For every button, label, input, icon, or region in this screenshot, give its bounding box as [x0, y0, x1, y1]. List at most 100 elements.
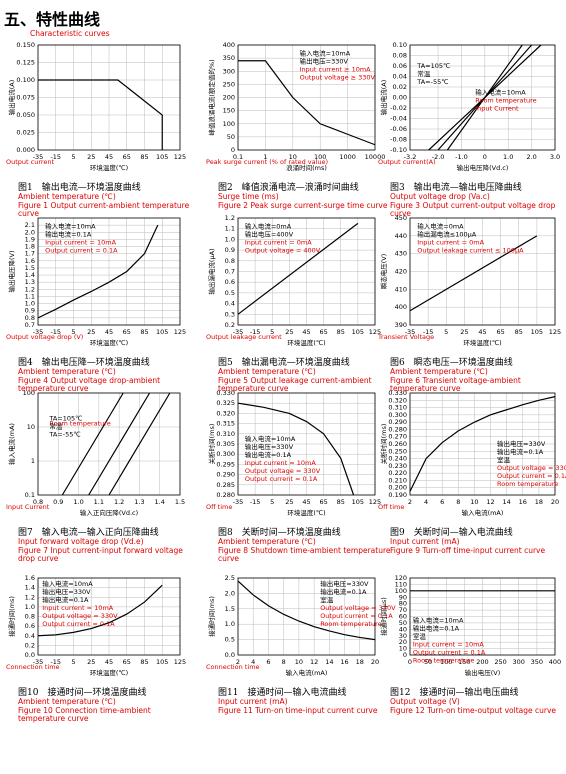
x-tick-label: 1.5 [175, 498, 185, 506]
y-tick-label: 420 [395, 268, 407, 276]
y-axis-label-en: Transient Voltage [377, 333, 434, 341]
y-tick-label: 100 [23, 389, 35, 397]
curve [108, 392, 171, 496]
x-tick-label: 300 [513, 658, 525, 666]
x-tick-label: 100 [440, 658, 452, 666]
y-tick-label: 2.0 [25, 228, 35, 236]
annotation: 输入电流=0mA [245, 222, 292, 231]
y-tick-label: 0.280 [216, 491, 235, 499]
annotation-en: Output voltage = 400V [245, 247, 321, 255]
y-tick-label: 1.9 [25, 235, 35, 243]
x-tick-label: -2.0 [432, 153, 445, 161]
y-tick-label: 0.270 [388, 433, 407, 441]
x-tick-label: 2.0 [526, 153, 536, 161]
y-tick-label: 0.4 [225, 300, 235, 308]
y-tick-label: 350 [223, 54, 235, 62]
y-tick-label: 450 [395, 214, 407, 222]
annotation: 输出电流=0.1A [413, 623, 460, 632]
y-tick-label: 1.4 [25, 584, 35, 592]
y-tick-label: 1.6 [25, 574, 35, 582]
x-tick-label: 3.0 [550, 153, 560, 161]
x-tick-label: 2 [236, 658, 240, 666]
x-tick-label: -35 [233, 328, 244, 336]
x-tick-label: 1.2 [114, 498, 124, 506]
x-tick-label: 1.0 [73, 498, 83, 506]
x-axis-label: 环境温度(℃) [90, 338, 128, 347]
curve [37, 224, 159, 319]
y-axis-label-en: Output current(A) [378, 158, 436, 166]
x-tick-label: 25 [87, 153, 95, 161]
y-tick-label: 0.08 [393, 52, 407, 60]
x-tick-label: 125 [369, 328, 381, 336]
x-tick-label: 400 [549, 658, 561, 666]
x-tick-label: 25 [87, 658, 95, 666]
x-axis-label-en: Output voltage drop (Va.c) [390, 192, 490, 201]
x-axis-label: 环境温度(℃) [463, 338, 501, 347]
plot-frame [409, 44, 556, 151]
x-tick-label: -15 [250, 328, 261, 336]
annotation: 室温 [413, 631, 427, 640]
y-tick-label: 60 [399, 613, 407, 621]
y-tick-label: 40 [399, 625, 407, 633]
y-tick-label: -0.08 [390, 136, 407, 144]
y-tick-label: 400 [395, 303, 407, 311]
x-axis-label-en: Input forward voltage drop (Vd.e) [18, 537, 144, 546]
x-tick-label: 20 [371, 658, 379, 666]
y-tick-label: 70 [399, 606, 407, 614]
x-tick-label: 105 [156, 153, 168, 161]
y-tick-label: 0.320 [388, 396, 407, 404]
x-axis-label-en: Input current (mA) [218, 697, 288, 706]
plot-frame [237, 217, 376, 326]
y-tick-label: 0.300 [388, 411, 407, 419]
x-tick-label: 1.3 [134, 498, 144, 506]
annotation-en: Room temperature [413, 656, 474, 664]
y-tick-label: 2.0 [225, 589, 235, 597]
annotation-en: Output voltage = 330V [245, 467, 321, 475]
y-tick-label: 0.10 [393, 41, 407, 49]
y-tick-label: 1.0 [25, 603, 35, 611]
plot-frame [37, 392, 181, 496]
y-tick-label: 0.260 [388, 440, 407, 448]
y-tick-label: 0.02 [393, 83, 407, 91]
x-tick-label: 6 [266, 658, 270, 666]
y-tick-label: 440 [395, 232, 407, 240]
annotation: 输出电流=0.1A [42, 595, 89, 604]
x-tick-label: -15 [50, 328, 61, 336]
x-tick-label: 45 [302, 498, 310, 506]
x-axis-label: 输出电压降(Vd.c) [457, 163, 509, 172]
series-label: TA=105℃ [416, 62, 450, 70]
x-tick-label: 85 [515, 328, 523, 336]
caption-en: Figure 7 Input current-input forward vol… [18, 546, 183, 563]
x-axis-label-en: Input current (mA) [390, 537, 460, 546]
y-tick-label: 10 [27, 423, 35, 431]
annotation-en: Output current = 0.1A [245, 475, 318, 483]
y-axis-label-en: Input Current [6, 503, 50, 511]
x-tick-label: -3.2 [404, 153, 417, 161]
annotation-en: Input current ≥ 10mA [300, 65, 372, 73]
x-tick-label: 1.1 [94, 498, 104, 506]
curve [237, 222, 359, 315]
y-tick-label: 10 [399, 645, 407, 653]
y-tick-label: 0.04 [393, 73, 407, 81]
caption: 图9 关断时间—输入电流曲线 [390, 528, 513, 538]
x-axis-label-en: Ambient temperature (℃) [218, 537, 316, 546]
caption: 图1 输出电流—环境温度曲线 [18, 183, 141, 193]
x-tick-label: 16 [340, 658, 348, 666]
y-tick-label: 410 [395, 285, 407, 293]
x-tick-label: 350 [531, 658, 543, 666]
y-tick-label: 1.1 [225, 225, 235, 233]
annotation-en: Output current = 0.1A [320, 612, 393, 620]
y-tick-label: 250 [223, 80, 235, 88]
x-tick-label: 8 [282, 658, 286, 666]
annotation: 输出电流=0.1A [45, 230, 92, 239]
y-tick-label: 0.280 [388, 425, 407, 433]
x-tick-label: 200 [476, 658, 488, 666]
x-axis-label: 环境温度(℃) [287, 338, 325, 347]
annotation-en: Room temperature [497, 480, 558, 488]
annotation-en: Output current = 0.1A [42, 620, 115, 628]
x-tick-label: 16 [519, 498, 527, 506]
annotation-en: Input current = 10mA [42, 604, 114, 612]
caption-en: Figure 9 Turn-off time-input current cur… [390, 546, 546, 555]
annotation-en: Output current = 0.1A [413, 648, 486, 656]
